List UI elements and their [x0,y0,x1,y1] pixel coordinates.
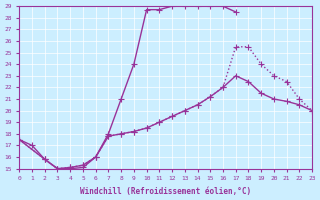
X-axis label: Windchill (Refroidissement éolien,°C): Windchill (Refroidissement éolien,°C) [80,187,251,196]
